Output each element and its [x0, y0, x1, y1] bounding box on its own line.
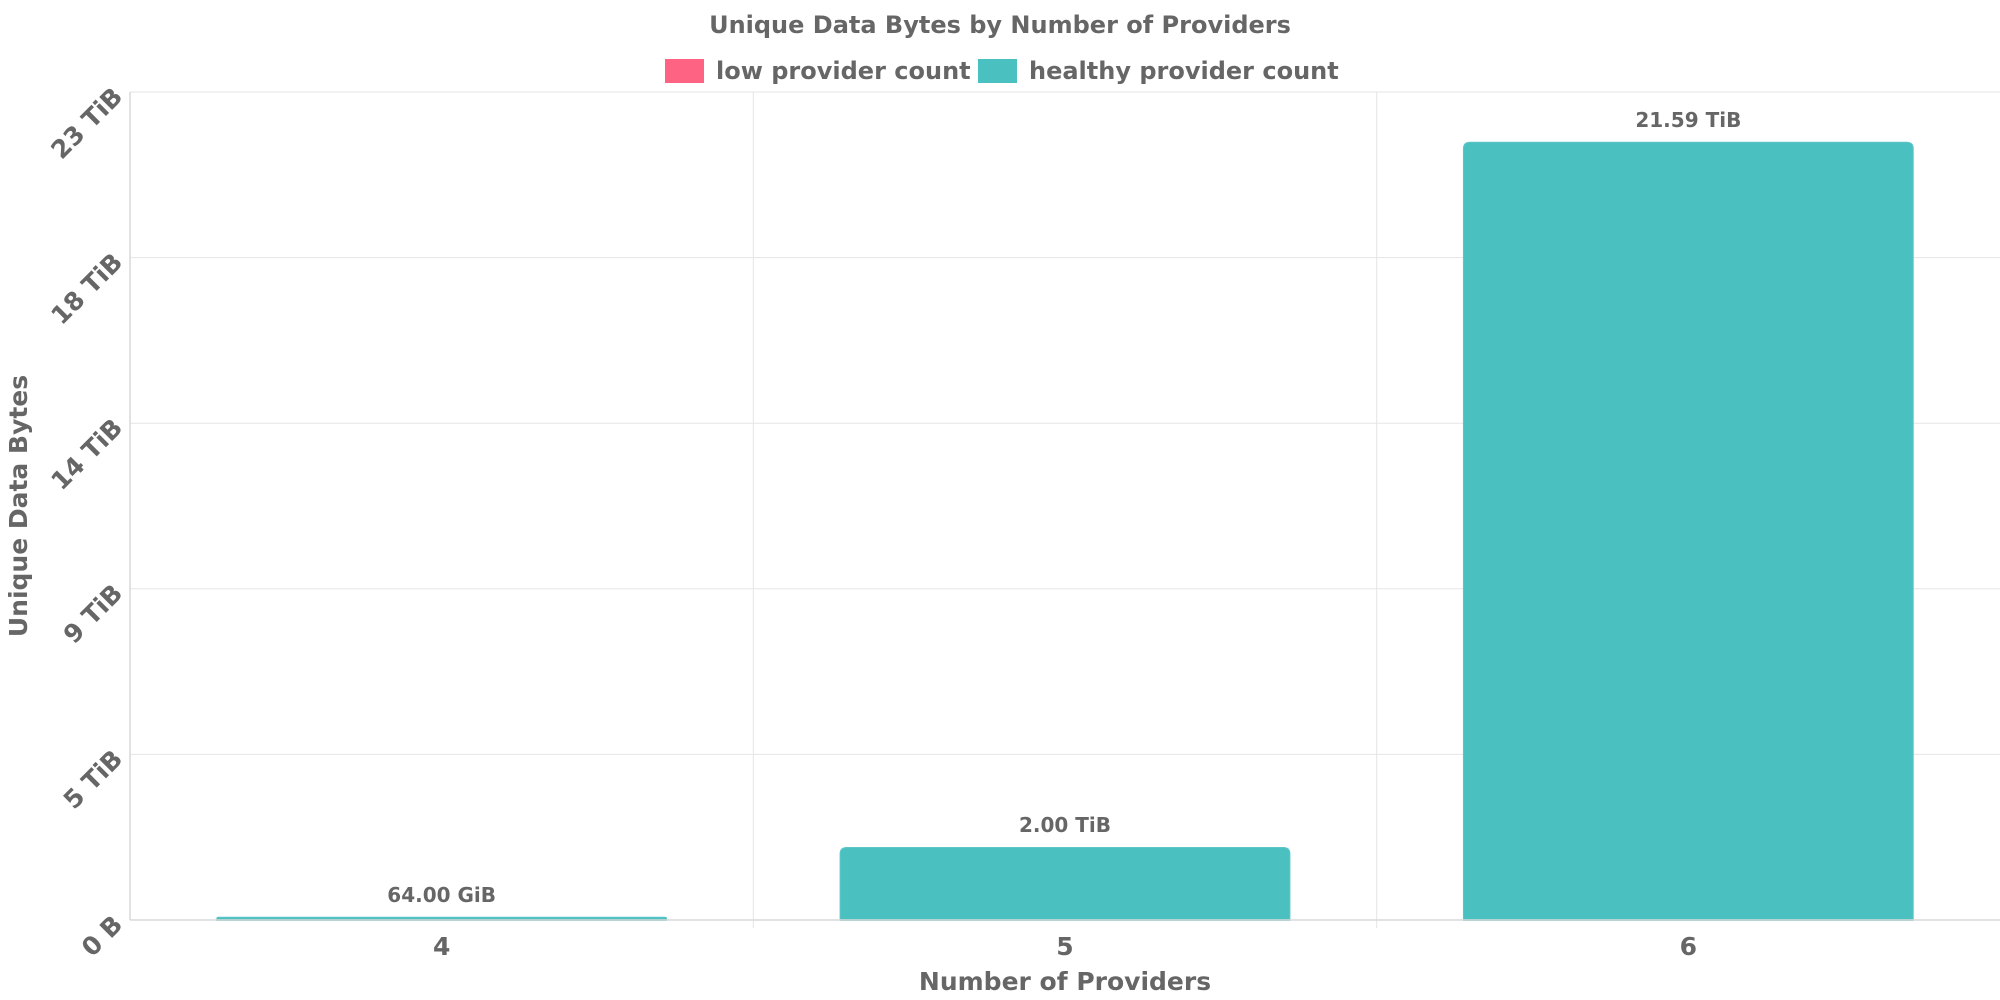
data-label: 21.59 TiB — [1635, 108, 1741, 132]
legend-label-healthy: healthy provider count — [1029, 57, 1339, 85]
y-axis-title: Unique Data Bytes — [4, 375, 33, 637]
x-axis-ticks: 4 5 6 — [433, 932, 1697, 961]
bars — [216, 141, 1914, 921]
y-tick-label: 23 TiB — [45, 82, 128, 165]
y-axis-ticks: 0 B 5 TiB 9 TiB 14 TiB 18 TiB 23 TiB — [45, 82, 128, 962]
y-tick-label: 0 B — [76, 910, 128, 962]
data-labels: 64.00 GiB 2.00 TiB 21.59 TiB — [387, 108, 1741, 907]
bar-healthy-6 — [1462, 141, 1914, 921]
y-tick-label: 14 TiB — [45, 413, 128, 496]
legend-swatch-low — [665, 59, 704, 83]
legend: low provider count healthy provider coun… — [665, 57, 1339, 85]
x-tick-label: 5 — [1056, 932, 1073, 961]
bar-healthy-5 — [839, 847, 1291, 921]
data-label: 64.00 GiB — [387, 883, 496, 907]
legend-label-low: low provider count — [716, 57, 971, 85]
y-tick-label: 18 TiB — [45, 247, 128, 330]
y-tick-label: 9 TiB — [58, 579, 129, 650]
x-tick-label: 6 — [1680, 932, 1697, 961]
legend-swatch-healthy — [978, 59, 1017, 83]
data-label: 2.00 TiB — [1019, 813, 1111, 837]
x-tick-label: 4 — [433, 932, 450, 961]
x-axis-title: Number of Providers — [919, 967, 1211, 996]
chart-title: Unique Data Bytes by Number of Providers — [709, 11, 1291, 39]
y-tick-label: 5 TiB — [58, 744, 129, 815]
